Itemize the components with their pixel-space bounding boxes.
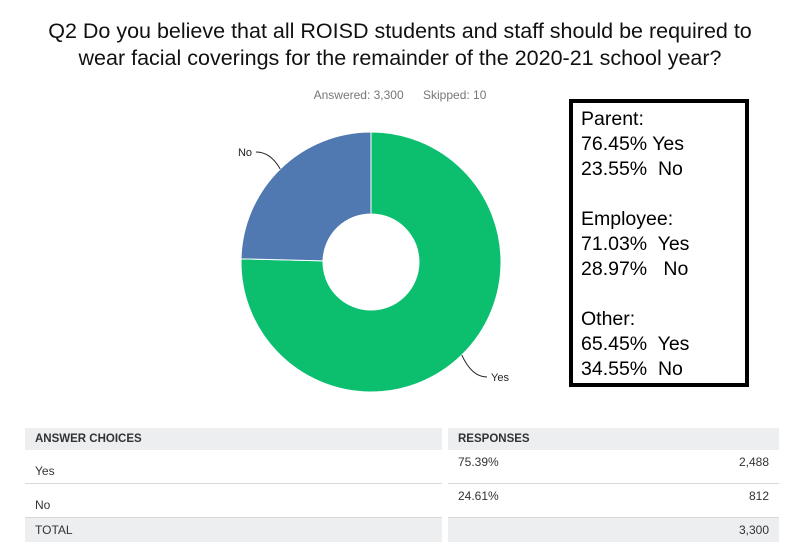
- table-row: Yes 75.39% 2,488: [25, 450, 779, 484]
- other-no: 34.55% No: [581, 358, 683, 380]
- donut-chart: Yes No: [238, 131, 509, 393]
- row-count: 2,488: [548, 450, 779, 484]
- responses-table: ANSWER CHOICES RESPONSES Yes 75.39% 2,48…: [25, 428, 779, 542]
- answered-count: Answered: 3,300: [313, 88, 404, 102]
- table-row: No 24.61% 812: [25, 483, 779, 518]
- employee-group: Employee: 71.03% Yes 28.97% No: [581, 207, 737, 282]
- row-gap: [442, 450, 448, 484]
- row-choice: No: [25, 483, 442, 518]
- row-count: 812: [548, 483, 779, 518]
- header-responses: RESPONSES: [448, 428, 779, 450]
- other-title: Other:: [581, 308, 636, 330]
- other-group: Other: 65.45% Yes 34.55% No: [581, 307, 737, 382]
- total-empty: [448, 517, 548, 542]
- question-title: Q2 Do you believe that all ROISD student…: [0, 18, 800, 72]
- slice-label-no: No: [238, 147, 252, 159]
- total-label: TOTAL: [25, 517, 442, 542]
- employee-no: 28.97% No: [581, 258, 689, 280]
- table-header-row: ANSWER CHOICES RESPONSES: [25, 428, 779, 450]
- slice-yes: [240, 131, 502, 393]
- parent-group: Parent: 76.45% Yes 23.55% No: [581, 107, 737, 182]
- breakdown-note: Parent: 76.45% Yes 23.55% No Employee: 7…: [569, 99, 749, 387]
- slice-no: [240, 131, 372, 262]
- question-line-1: Q2 Do you believe that all ROISD student…: [48, 19, 752, 43]
- question-line-2: wear facial coverings for the remainder …: [78, 46, 722, 70]
- row-percent: 75.39%: [448, 450, 548, 484]
- employee-yes: 71.03% Yes: [581, 233, 690, 255]
- header-gap: [442, 428, 448, 450]
- total-count: 3,300: [548, 517, 779, 542]
- slice-label-yes: Yes: [491, 372, 509, 384]
- parent-yes: 76.45% Yes: [581, 133, 685, 155]
- table-total-row: TOTAL 3,300: [25, 517, 779, 542]
- parent-title: Parent:: [581, 108, 644, 130]
- skipped-count: Skipped: 10: [423, 88, 487, 102]
- parent-no: 23.55% No: [581, 158, 683, 180]
- row-choice: Yes: [25, 450, 442, 484]
- row-gap: [442, 483, 448, 518]
- leader-line-no: [255, 151, 281, 170]
- response-meta: Answered: 3,300 Skipped: 10: [0, 88, 800, 102]
- employee-title: Employee:: [581, 208, 674, 230]
- row-gap: [442, 517, 448, 542]
- header-answer-choices: ANSWER CHOICES: [25, 428, 442, 450]
- row-percent: 24.61%: [448, 483, 548, 518]
- leader-line-yes: [461, 354, 488, 378]
- other-yes: 65.45% Yes: [581, 333, 690, 355]
